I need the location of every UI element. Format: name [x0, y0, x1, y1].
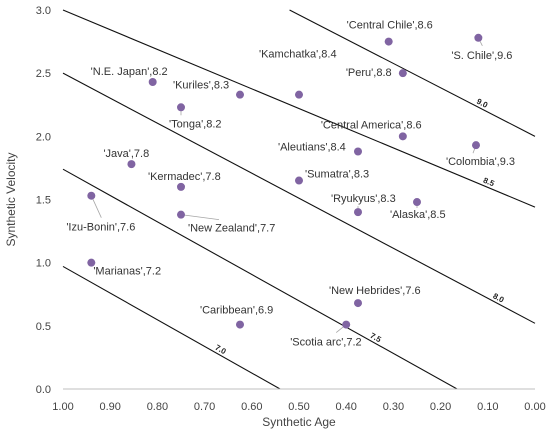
data-point — [474, 33, 483, 42]
contour-line — [62, 72, 536, 324]
data-label: 'Alaska',8.5 — [390, 209, 446, 221]
data-point — [342, 320, 351, 329]
x-tick-label: 1.00 — [52, 401, 73, 413]
y-tick-label: 1.0 — [36, 258, 51, 270]
data-label: 'Izu-Bonin',7.6 — [66, 222, 135, 234]
data-label: 'New Zealand',7.7 — [188, 223, 275, 235]
data-point — [354, 208, 362, 217]
contour-line — [62, 9, 536, 208]
data-point — [413, 198, 421, 207]
x-tick-label: 0.40 — [335, 401, 356, 413]
data-point — [177, 182, 185, 191]
data-point — [295, 176, 303, 185]
y-tick-label: 0.0 — [36, 384, 51, 396]
y-tick-label: 2.0 — [36, 131, 51, 143]
data-label: 'Kamchatka',8.4 — [259, 49, 337, 61]
x-tick-label: 0.00 — [524, 401, 545, 413]
x-tick-label: 0.30 — [383, 401, 404, 413]
data-label: 'S. Chile',9.6 — [451, 50, 512, 62]
y-tick-label: 3.0 — [36, 5, 51, 17]
data-point — [472, 141, 480, 150]
contour-line — [62, 265, 281, 390]
x-tick-label: 0.50 — [288, 401, 309, 413]
data-label: 'Central Chile',8.6 — [347, 20, 433, 32]
data-label: 'Java',7.8 — [103, 148, 149, 160]
y-axis-ticks: 0.0 0.5 1.0 1.5 2.0 2.5 3.0 — [36, 5, 51, 396]
label-leader-line — [90, 195, 102, 218]
data-label: 'Kermadec',7.8 — [148, 171, 221, 183]
data-point — [127, 160, 136, 169]
x-tick-label: 0.70 — [194, 401, 215, 413]
data-label: 'Tonga',8.2 — [169, 118, 222, 130]
data-point — [354, 147, 362, 156]
data-label: 'Peru',8.8 — [346, 67, 392, 79]
data-label: 'Aleutians',8.4 — [278, 141, 346, 153]
data-point — [398, 132, 407, 141]
data-label: 'N.E. Japan',8.2 — [91, 66, 168, 78]
data-label: 'Caribbean',6.9 — [200, 305, 273, 317]
data-point — [398, 69, 407, 78]
contour-lines — [62, 9, 536, 390]
data-point — [177, 103, 185, 112]
x-axis-title: Synthetic Age — [262, 415, 336, 429]
data-label: 'Scotia arc',7.2 — [290, 337, 361, 349]
data-point — [295, 90, 303, 99]
data-point — [87, 191, 96, 200]
data-label: 'New Hebrides',7.6 — [329, 285, 421, 297]
data-label: 'Ryukyus',8.3 — [331, 193, 396, 205]
data-point — [177, 210, 185, 219]
data-point — [236, 90, 244, 99]
data-label: 'Central America',8.6 — [321, 119, 422, 131]
data-point — [384, 37, 393, 46]
x-axis-ticks: 1.00 0.90 0.80 0.70 0.60 0.50 0.40 0.30 0.20 0.10… — [52, 401, 545, 413]
contour-label: 7.5 — [369, 331, 384, 345]
contour-line — [289, 9, 536, 137]
x-tick-label: 0.90 — [99, 401, 120, 413]
contour-line — [62, 168, 458, 390]
data-labels: 'Central Chile',8.6 'S. Chile',9.6 'Kamcha… — [66, 20, 515, 349]
y-tick-label: 0.5 — [36, 321, 51, 333]
data-point — [87, 258, 96, 267]
y-tick-label: 2.5 — [36, 68, 51, 80]
data-point — [148, 78, 157, 87]
y-tick-label: 1.5 — [36, 195, 51, 207]
x-tick-label: 0.60 — [241, 401, 262, 413]
data-point — [236, 320, 244, 329]
data-label: 'Sumatra',8.3 — [305, 169, 369, 181]
x-tick-label: 0.20 — [430, 401, 451, 413]
contour-label: 8.5 — [482, 176, 496, 189]
x-tick-label: 0.10 — [477, 401, 498, 413]
data-label: 'Kuriles',8.3 — [173, 80, 229, 92]
data-point — [354, 299, 362, 308]
data-label: 'Marianas',7.2 — [93, 266, 161, 278]
contour-label: 8.0 — [491, 292, 506, 305]
y-axis-title: Synthetic Velocity — [4, 152, 18, 246]
label-leader-line — [180, 214, 220, 221]
x-tick-label: 0.80 — [147, 401, 168, 413]
data-points — [87, 33, 483, 329]
contour-label: 9.0 — [475, 97, 489, 110]
data-label: 'Colombia',9.3 — [446, 156, 515, 168]
contour-label: 7.0 — [213, 343, 228, 357]
